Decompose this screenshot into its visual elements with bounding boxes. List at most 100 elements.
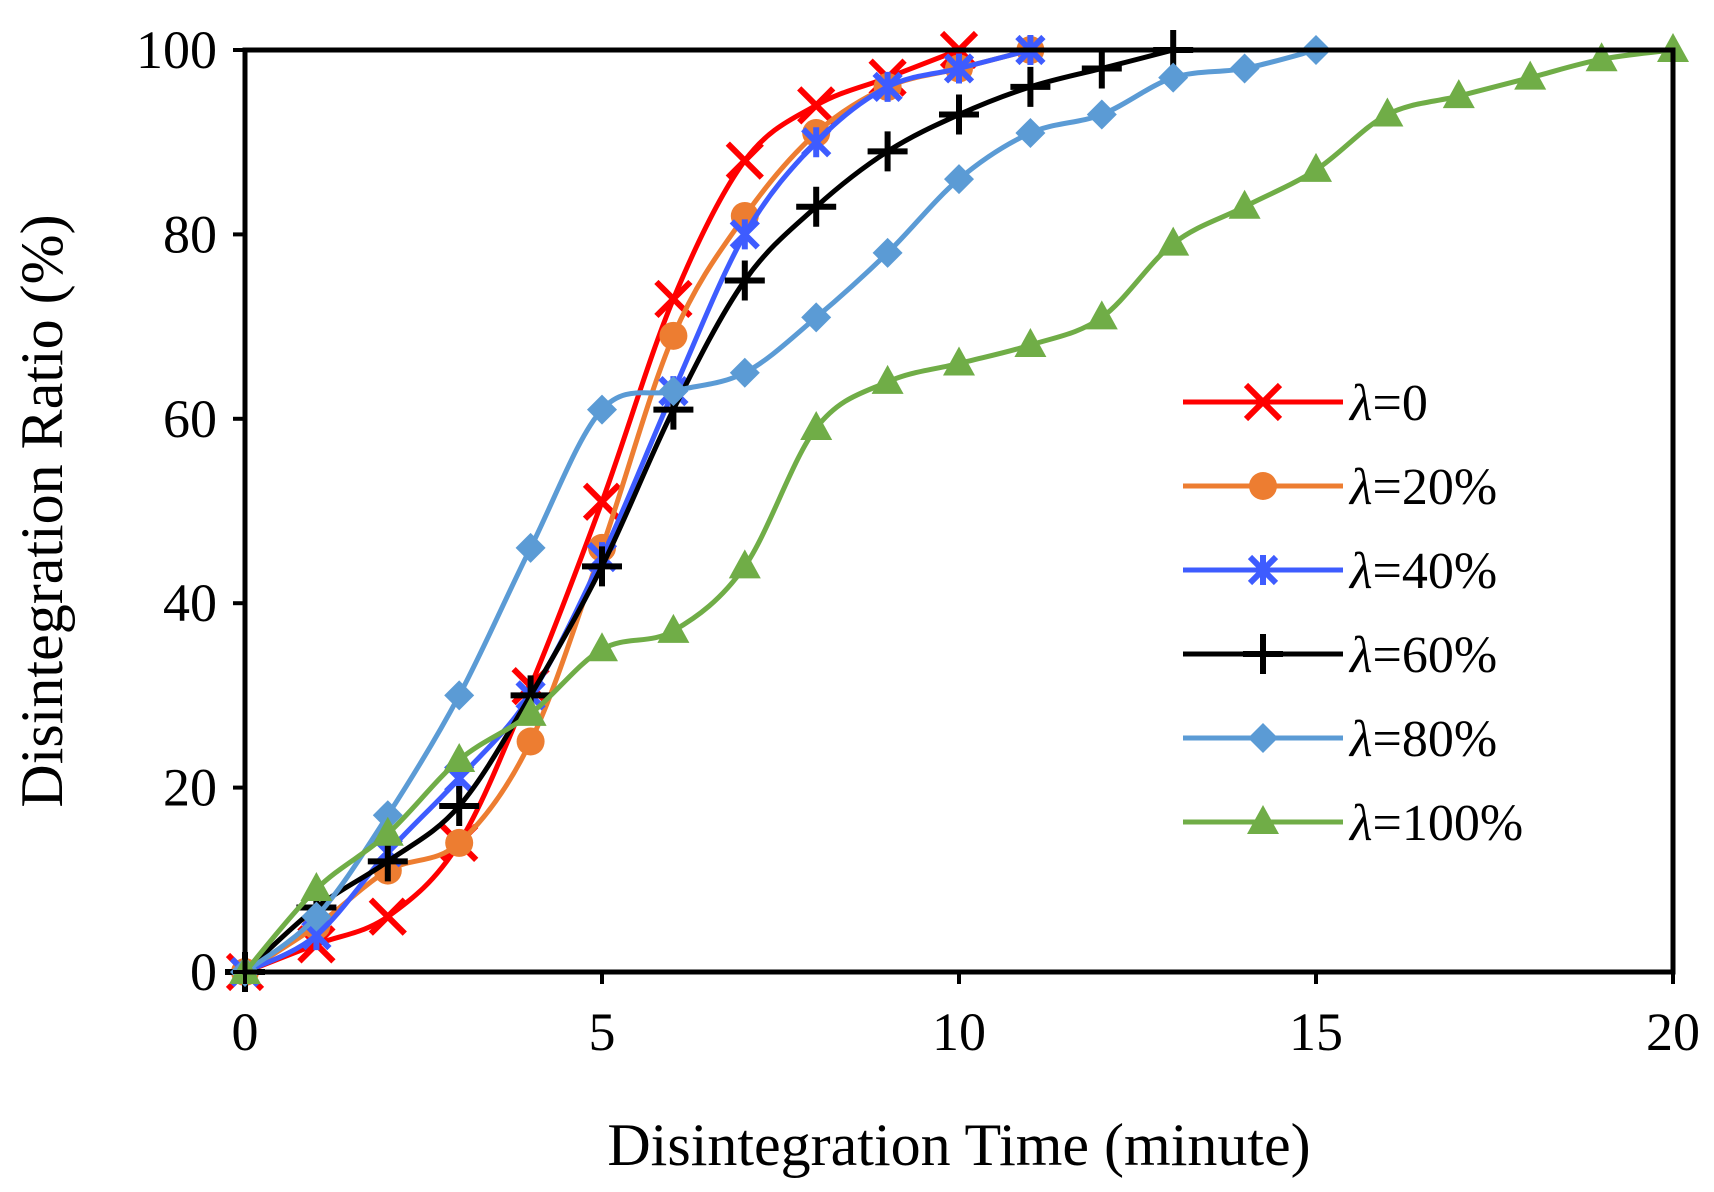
legend-item: λ=60% bbox=[1183, 627, 1497, 684]
data-point bbox=[659, 321, 688, 350]
data-point bbox=[445, 828, 474, 857]
y-tick-label: 80 bbox=[163, 204, 217, 264]
data-point bbox=[801, 127, 832, 158]
legend-item: λ=80% bbox=[1183, 711, 1497, 768]
y-axis-ticks: 0 20 40 60 80 100 bbox=[136, 20, 245, 1002]
legend-value: =80% bbox=[1373, 711, 1498, 768]
legend-label: λ=80% bbox=[1348, 711, 1497, 768]
data-point bbox=[943, 346, 975, 376]
data-point bbox=[939, 94, 979, 135]
data-point bbox=[514, 696, 547, 726]
data-point bbox=[801, 302, 832, 333]
y-axis-title: Disintegration Ratio (%) bbox=[9, 214, 75, 807]
data-point bbox=[1585, 42, 1618, 72]
legend-lambda: λ bbox=[1348, 459, 1373, 516]
data-point bbox=[729, 219, 760, 250]
x-tick-label: 0 bbox=[232, 1002, 259, 1062]
series-5 bbox=[229, 33, 1689, 984]
data-point bbox=[1086, 99, 1117, 130]
data-point bbox=[582, 546, 622, 587]
data-point bbox=[797, 86, 836, 125]
x-tick-label: 10 bbox=[932, 1002, 986, 1062]
x-tick-label: 5 bbox=[589, 1002, 616, 1062]
data-point bbox=[729, 357, 760, 388]
data-point bbox=[724, 260, 765, 301]
y-tick-label: 40 bbox=[163, 573, 217, 633]
data-point bbox=[1158, 62, 1189, 93]
data-point bbox=[301, 901, 332, 932]
legend-label: λ=60% bbox=[1348, 627, 1497, 684]
legend-value: =60% bbox=[1373, 627, 1498, 684]
data-point bbox=[444, 680, 475, 711]
data-point bbox=[1371, 97, 1404, 127]
data-point bbox=[872, 71, 903, 103]
data-point bbox=[1229, 53, 1260, 84]
data-point bbox=[372, 800, 403, 831]
data-point bbox=[443, 742, 476, 772]
data-point bbox=[728, 549, 761, 579]
legend-value: =20% bbox=[1373, 459, 1498, 516]
data-point bbox=[1014, 328, 1047, 358]
data-point bbox=[587, 394, 617, 425]
data-point bbox=[1300, 152, 1332, 182]
legend-lambda: λ bbox=[1348, 711, 1373, 768]
data-point bbox=[800, 411, 833, 441]
data-point bbox=[657, 613, 690, 643]
data-point bbox=[515, 532, 546, 563]
legend-label: λ=0 bbox=[1348, 375, 1428, 432]
legend-marker bbox=[1243, 382, 1283, 422]
data-point bbox=[867, 131, 908, 172]
x-axis-title: Disintegration Time (minute) bbox=[607, 1112, 1310, 1178]
y-tick-label: 100 bbox=[136, 20, 217, 80]
data-point bbox=[367, 841, 408, 882]
legend-lambda: λ bbox=[1348, 375, 1373, 432]
legend-label: λ=100% bbox=[1348, 795, 1523, 852]
data-point bbox=[1010, 66, 1051, 107]
data-point bbox=[658, 376, 689, 407]
legend-value: =100% bbox=[1373, 795, 1524, 852]
legend-value: =40% bbox=[1373, 543, 1498, 600]
data-point bbox=[1228, 189, 1261, 219]
legend-marker bbox=[1248, 723, 1278, 753]
legend: λ=0λ=20%λ=40%λ=60%λ=80%λ=100% bbox=[1183, 375, 1523, 852]
legend-item: λ=40% bbox=[1183, 543, 1497, 600]
y-tick-label: 60 bbox=[163, 389, 217, 449]
data-point bbox=[1085, 300, 1118, 330]
legend-item: λ=20% bbox=[1183, 459, 1497, 516]
data-point bbox=[872, 237, 903, 268]
data-point bbox=[1442, 79, 1475, 109]
data-point bbox=[516, 727, 545, 756]
x-tick-label: 15 bbox=[1289, 1002, 1343, 1062]
y-tick-label: 0 bbox=[190, 942, 217, 1002]
data-point bbox=[439, 786, 480, 827]
data-point bbox=[943, 53, 975, 84]
data-point bbox=[1514, 60, 1547, 90]
x-tick-label: 20 bbox=[1646, 1002, 1700, 1062]
data-point bbox=[796, 186, 837, 227]
series-layer bbox=[225, 30, 1689, 992]
x-axis-ticks: 0 5 10 15 20 bbox=[232, 972, 1700, 1062]
legend-label: λ=40% bbox=[1348, 543, 1497, 600]
y-tick-label: 20 bbox=[163, 758, 217, 818]
legend-lambda: λ bbox=[1348, 795, 1373, 852]
legend-lambda: λ bbox=[1348, 543, 1373, 600]
data-point bbox=[1157, 226, 1190, 256]
data-point bbox=[371, 816, 404, 846]
data-point bbox=[300, 872, 333, 902]
legend-value: =0 bbox=[1373, 375, 1428, 432]
data-point bbox=[871, 364, 904, 394]
legend-marker bbox=[1247, 554, 1279, 586]
legend-item: λ=100% bbox=[1183, 795, 1523, 852]
data-point bbox=[1081, 48, 1122, 89]
legend-marker bbox=[1243, 634, 1283, 674]
data-point bbox=[368, 897, 407, 936]
legend-marker bbox=[1247, 805, 1279, 834]
legend-item: λ=0 bbox=[1183, 375, 1428, 432]
legend-lambda: λ bbox=[1348, 627, 1373, 684]
legend-marker bbox=[1249, 472, 1277, 500]
legend-label: λ=20% bbox=[1348, 459, 1497, 516]
data-point bbox=[586, 632, 618, 662]
data-point bbox=[1015, 117, 1046, 148]
